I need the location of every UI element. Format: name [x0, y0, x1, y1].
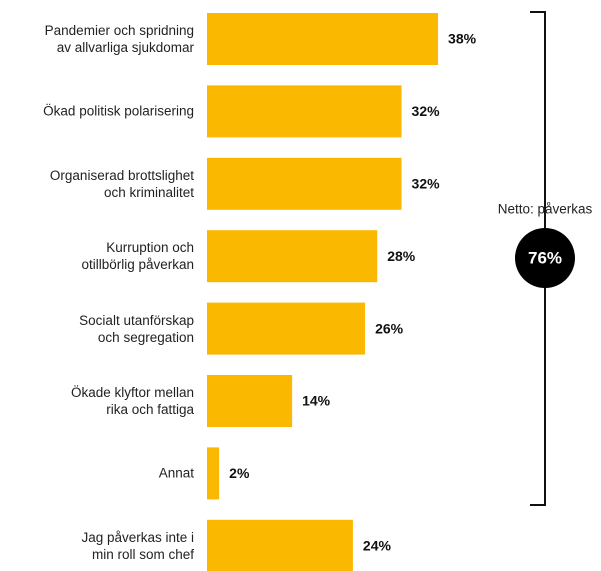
annotation-text: Netto: påverkas	[498, 202, 593, 217]
category-label: Organiserad brottslighet och kriminalite…	[49, 167, 194, 200]
value-label: 14%	[302, 393, 331, 409]
net-circle	[515, 228, 575, 288]
bar	[207, 447, 220, 500]
value-label: 26%	[375, 320, 404, 336]
value-label: 24%	[363, 538, 392, 554]
category-label: Kurruption och otillbörlig påverkan	[81, 240, 194, 273]
category-label: Pandemier och spridning av allvarliga sj…	[44, 23, 194, 55]
category-label: Ökade klyftor mellan rika och fattiga	[70, 385, 194, 417]
category-label: Jag påverkas inte i min roll som chef	[81, 529, 194, 562]
bar	[207, 85, 402, 138]
bar	[207, 519, 353, 571]
bar	[207, 157, 402, 210]
category-label: Annat	[158, 465, 194, 481]
bar	[207, 230, 378, 283]
value-label: 32%	[412, 176, 441, 192]
net-value: 76%	[528, 248, 562, 267]
value-label: 28%	[387, 248, 416, 264]
category-label: Socialt utanförskap och segregation	[79, 312, 194, 345]
bar	[207, 302, 366, 355]
bar	[207, 375, 293, 427]
value-label: 38%	[448, 31, 477, 47]
category-label: Ökad politisk polarisering	[43, 103, 194, 119]
value-label: 2%	[229, 465, 250, 481]
bar	[207, 13, 439, 65]
value-label: 32%	[412, 103, 441, 119]
